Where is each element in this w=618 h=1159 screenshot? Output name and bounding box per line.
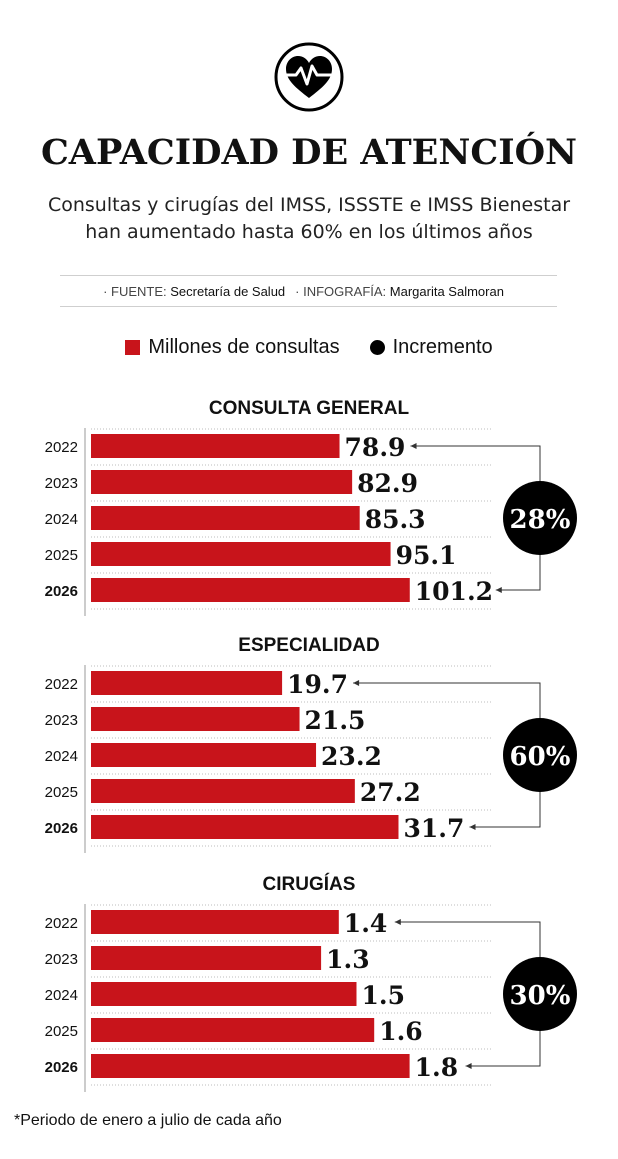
value-label: 82.9 <box>357 469 418 498</box>
category-label: 2025 <box>45 547 78 564</box>
category-label: 2026 <box>45 820 78 837</box>
legend-label-bars: Millones de consultas <box>148 336 340 358</box>
bar <box>91 743 317 767</box>
page-title: CAPACIDAD DE ATENCIÓN <box>40 132 578 173</box>
connector-arrow <box>353 680 360 686</box>
connector-arrow <box>495 587 502 593</box>
category-label: 2022 <box>45 439 78 456</box>
bar <box>91 1018 375 1042</box>
bar <box>91 578 410 602</box>
value-label: 1.8 <box>415 1053 459 1082</box>
value-label: 1.5 <box>362 981 406 1010</box>
panel-title: ESPECIALIDAD <box>238 635 379 656</box>
panel-title: CIRUGÍAS <box>263 873 356 895</box>
category-label: 2026 <box>45 1059 78 1076</box>
increase-label: 28% <box>510 505 571 535</box>
legend-item-increase: Incremento <box>369 336 493 359</box>
category-label: 2025 <box>45 1023 78 1040</box>
value-label: 1.3 <box>326 945 370 974</box>
connector-arrow <box>469 824 476 830</box>
value-label: 95.1 <box>396 541 457 570</box>
subtitle-line-2: han aumentado hasta 60% en los últimos a… <box>85 221 533 243</box>
increase-badge <box>503 957 577 1031</box>
bar <box>91 707 300 731</box>
legend-swatch-bars <box>125 340 141 355</box>
chart-legend: Millones de consultas Incremento <box>0 336 618 359</box>
connector-arrow <box>465 1063 472 1069</box>
source-label: · FUENTE: <box>103 283 167 299</box>
value-label: 1.6 <box>379 1017 423 1046</box>
category-label: 2024 <box>45 511 78 528</box>
connector-arrow <box>410 443 417 449</box>
category-label: 2023 <box>45 475 78 492</box>
category-label: 2022 <box>45 915 78 932</box>
bar <box>91 982 357 1006</box>
value-label: 21.5 <box>305 706 366 735</box>
footnote: *Periodo de enero a julio de cada año <box>14 1112 282 1129</box>
credits-bar: · FUENTE: Secretaría de Salud · INFOGRAF… <box>60 275 557 307</box>
value-label: 101.2 <box>415 577 493 606</box>
value-label: 27.2 <box>360 778 421 807</box>
bar <box>91 470 353 494</box>
bar <box>91 542 391 566</box>
charts-area: CONSULTA GENERAL 2022 78.9 2023 82.9 2024 85.3… <box>45 398 577 1092</box>
graphics-value: Margarita Salmoran <box>389 283 504 299</box>
panel-title: CONSULTA GENERAL <box>209 398 410 419</box>
category-label: 2024 <box>45 748 78 765</box>
value-label: 31.7 <box>403 814 464 843</box>
bar <box>91 779 355 803</box>
subtitle-line-1: Consultas y cirugías del IMSS, ISSSTE e … <box>47 194 571 216</box>
value-label: 85.3 <box>365 505 426 534</box>
legend-swatch-increase <box>369 340 385 355</box>
increase-badge <box>503 481 577 555</box>
bar <box>91 910 339 934</box>
category-label: 2023 <box>45 951 78 968</box>
increase-label: 60% <box>510 742 571 772</box>
bar <box>91 815 399 839</box>
page-subtitle: Consultas y cirugías del IMSS, ISSSTE e … <box>0 192 618 246</box>
value-label: 78.9 <box>345 433 406 462</box>
value-label: 19.7 <box>287 670 348 699</box>
category-label: 2022 <box>45 676 78 693</box>
increase-label: 30% <box>510 981 571 1011</box>
category-label: 2024 <box>45 987 78 1004</box>
bar <box>91 671 283 695</box>
category-label: 2026 <box>45 583 78 600</box>
value-label: 1.4 <box>344 909 388 938</box>
value-label: 23.2 <box>321 742 382 771</box>
source-value: Secretaría de Salud <box>170 283 286 299</box>
legend-item-bars: Millones de consultas <box>125 336 340 359</box>
connector-arrow <box>394 919 401 925</box>
graphics-label: · INFOGRAFÍA: <box>295 283 387 299</box>
increase-badge <box>503 718 577 792</box>
category-label: 2025 <box>45 784 78 801</box>
bar <box>91 506 360 530</box>
bar <box>91 1054 410 1078</box>
bar <box>91 946 322 970</box>
legend-label-increase: Incremento <box>392 336 493 358</box>
bar <box>91 434 340 458</box>
heart-pulse-icon <box>274 42 344 112</box>
category-label: 2023 <box>45 712 78 729</box>
